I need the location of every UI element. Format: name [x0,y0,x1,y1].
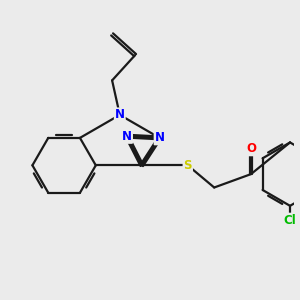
Text: N: N [154,131,165,144]
Text: Cl: Cl [284,214,296,226]
Text: O: O [246,142,256,155]
Text: S: S [184,159,192,172]
Text: N: N [122,130,132,143]
Text: N: N [122,130,132,143]
Text: N: N [115,108,125,122]
